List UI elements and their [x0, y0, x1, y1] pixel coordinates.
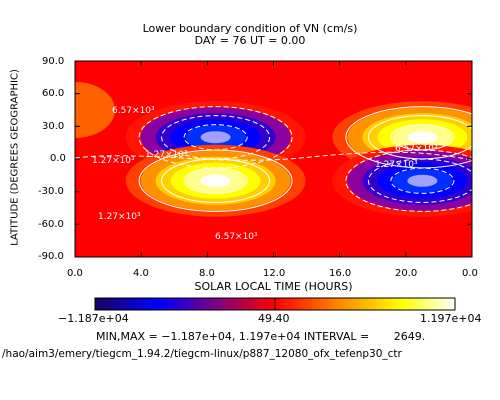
- x-tick-label: 0.0: [67, 268, 83, 279]
- positive-cell-band: [75, 82, 115, 138]
- x-axis-label: SOLAR LOCAL TIME (HOURS): [194, 280, 353, 293]
- contour-label: 1.27×10³: [92, 156, 135, 166]
- negative-cell-band: [200, 131, 231, 144]
- y-tick-label: 0.0: [50, 153, 66, 164]
- positive-cell-band: [200, 174, 231, 187]
- axis-ticks: [74, 60, 473, 258]
- x-tick-label: 20.0: [395, 268, 418, 279]
- zero-contour-line: [75, 151, 472, 161]
- y-tick-label: 60.0: [42, 88, 65, 99]
- positive-cell-band: [407, 131, 438, 144]
- contour-label: 1.27×10³: [375, 160, 418, 170]
- contour-line: [367, 158, 472, 203]
- colorbar-min-label: −1.187e+04: [58, 312, 129, 325]
- x-tick-label: 8.0: [199, 268, 215, 279]
- contour-line: [138, 106, 293, 169]
- minmax-interval-text: MIN,MAX = −1.187e+04, 1.197e+04 INTERVAL…: [96, 330, 426, 343]
- y-tick-label: -90.0: [38, 251, 64, 262]
- contour-line: [161, 115, 271, 160]
- contour-label: 6.57×10³: [395, 144, 438, 154]
- x-tick-label: 0.0: [462, 268, 478, 279]
- contour-label: 1.27×10³: [145, 150, 188, 160]
- x-tick-label: 4.0: [133, 268, 149, 279]
- y-tick-label: -60.0: [38, 219, 64, 230]
- chart-subtitle: DAY = 76 UT = 0.00: [194, 34, 306, 47]
- x-tick-label: 16.0: [329, 268, 352, 279]
- y-tick-label: 90.0: [42, 56, 65, 67]
- contour-line: [138, 149, 293, 212]
- file-path-text: /hao/aim3/emery/tiegcm_1.94.2/tiegcm-lin…: [2, 348, 402, 360]
- y-axis-label: LATITUDE (DEGREES GEOGRAPHIC): [9, 69, 21, 246]
- heatmap-field: [75, 61, 472, 257]
- y-tick-label: 30.0: [42, 121, 65, 132]
- contour-line: [390, 167, 455, 194]
- contour-label: 6.57×10³: [215, 232, 258, 242]
- contour-label: 6.57×10³: [112, 106, 155, 116]
- colorbar-max-label: 1.197e+04: [420, 312, 482, 325]
- negative-cell-band: [407, 174, 438, 187]
- contour-line: [183, 167, 248, 194]
- y-tick-label: -30.0: [38, 186, 64, 197]
- colorbar-mid-label: 49.40: [258, 312, 290, 325]
- chart-title: Lower boundary condition of VN (cm/s): [142, 22, 358, 35]
- contour-line: [390, 124, 455, 151]
- contour-label: 1.27×10³: [98, 212, 141, 222]
- contour-lines: [75, 106, 472, 212]
- x-tick-label: 12.0: [263, 268, 286, 279]
